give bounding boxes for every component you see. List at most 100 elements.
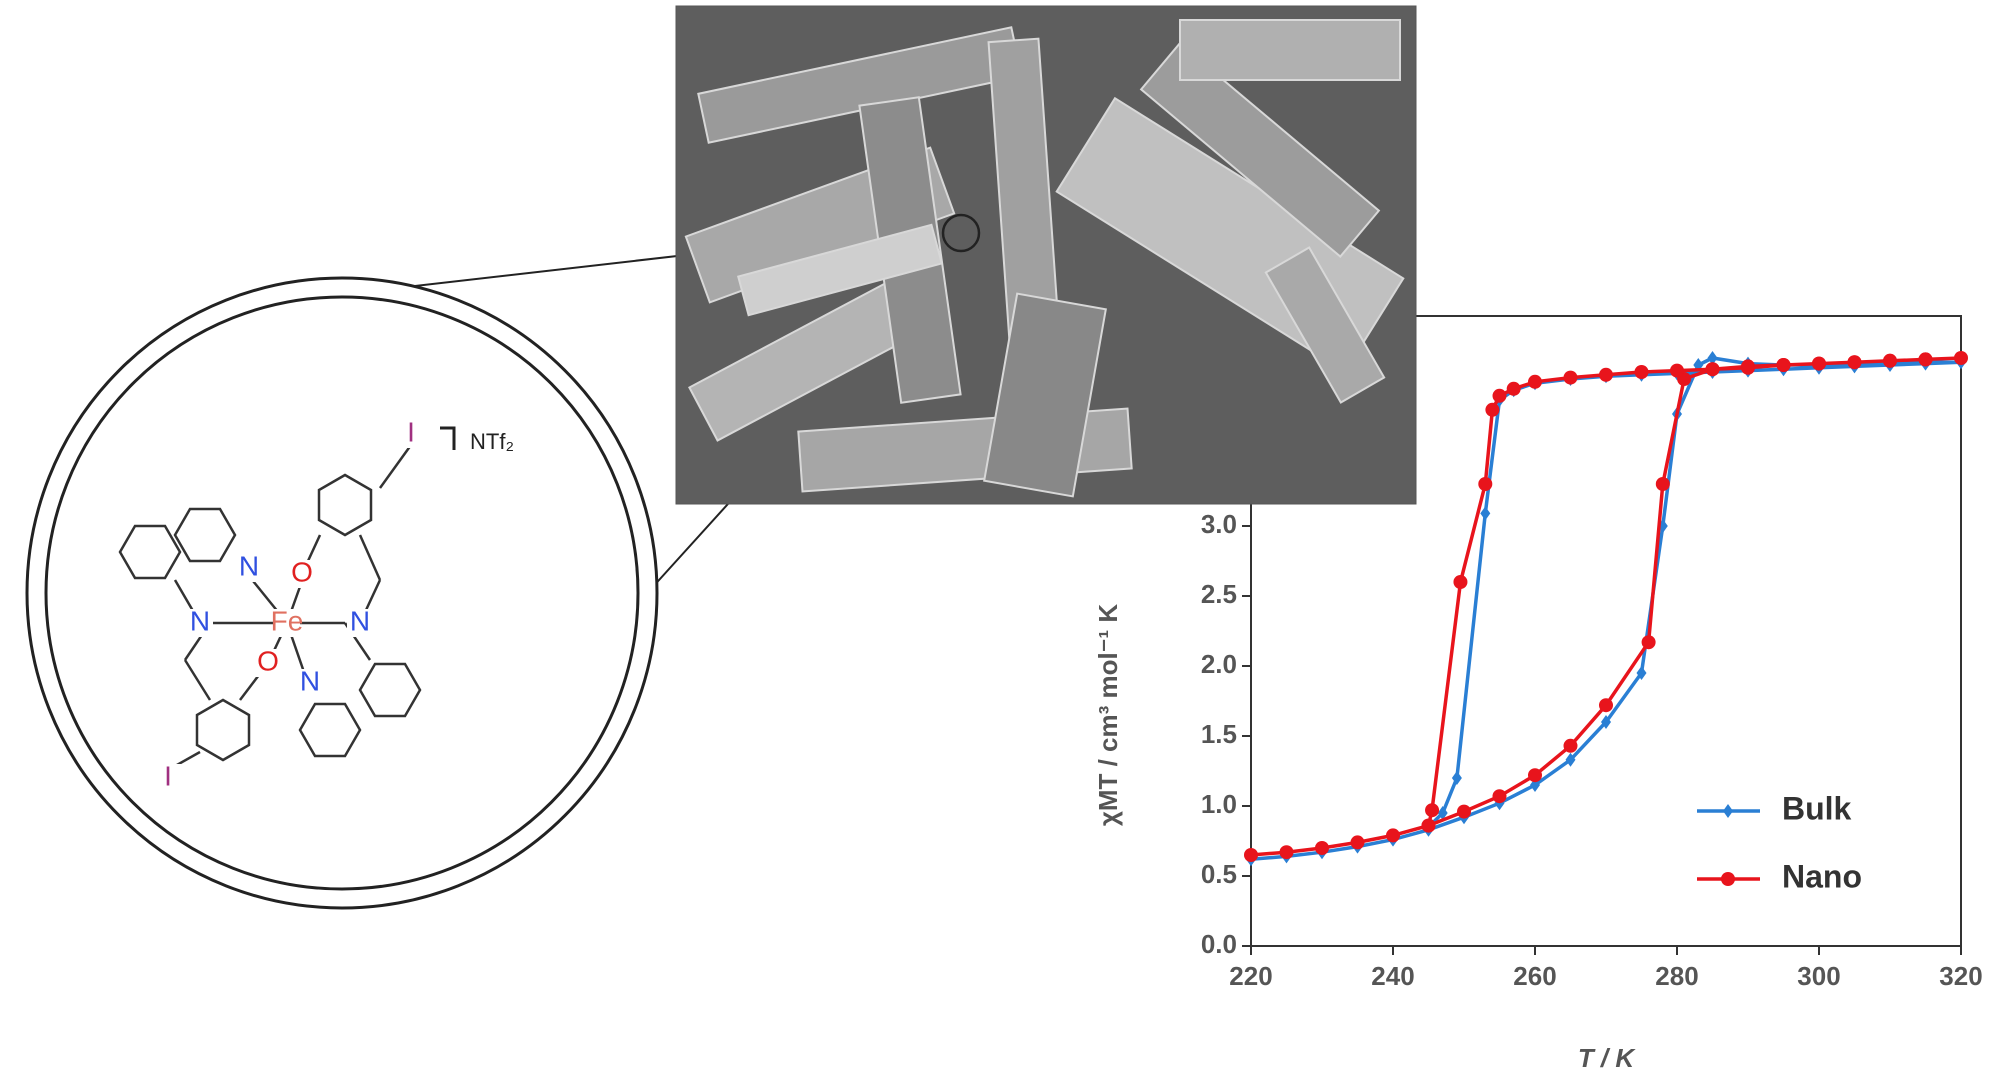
atom-label: O [257, 645, 279, 676]
bond [183, 659, 212, 701]
data-point [1350, 835, 1365, 850]
data-point [1636, 666, 1647, 680]
x-tick-label: 260 [1513, 961, 1556, 991]
atom-label: Fe [271, 605, 304, 636]
data-point [1601, 715, 1611, 729]
data-point [1847, 355, 1862, 370]
data-point [1492, 388, 1507, 403]
data-point [1670, 363, 1684, 378]
ring [195, 698, 251, 762]
data-point [1451, 771, 1462, 785]
y-tick-label: 0.0 [1201, 929, 1237, 959]
data-point [1599, 367, 1613, 382]
atom-bg [274, 609, 300, 637]
crystal-plate [737, 223, 943, 317]
data-point [1565, 752, 1576, 767]
data-point [1421, 818, 1436, 833]
data-point [1599, 698, 1613, 713]
data-point [1954, 351, 1968, 365]
ring [118, 524, 182, 580]
crystal-plate [983, 292, 1107, 498]
data-point [1563, 738, 1578, 753]
atom-label: N [350, 605, 370, 636]
y-tick-label: 2.0 [1201, 649, 1237, 679]
atom-bg [236, 554, 262, 582]
data-point [1425, 803, 1440, 818]
y-axis-label: χMT / cm³ mol⁻¹ K [1093, 604, 1123, 826]
x-tick-label: 220 [1229, 961, 1272, 991]
data-point [1528, 374, 1542, 389]
atom-bg [297, 669, 323, 697]
bracket [440, 426, 456, 450]
ring [358, 662, 422, 718]
atom-label: NTf₂ [470, 429, 514, 454]
atom-label: I [164, 760, 172, 791]
atom-label: N [300, 665, 320, 696]
ring [298, 702, 362, 758]
data-point [1457, 804, 1471, 819]
x-tick-label: 240 [1371, 961, 1414, 991]
sem-image [675, 0, 1417, 505]
data-point [1386, 828, 1400, 843]
atom-bg [347, 609, 373, 637]
data-point [1480, 506, 1491, 521]
data-point [1506, 381, 1521, 396]
legend-label: Bulk [1782, 790, 1852, 826]
zoom-circle-inner [44, 295, 640, 891]
y-tick-label: 1.0 [1201, 789, 1237, 819]
ring [173, 507, 237, 563]
bond [378, 444, 413, 489]
sem-border [675, 5, 1417, 505]
data-point [1478, 477, 1493, 491]
data-point [1485, 402, 1500, 417]
data-point [1563, 370, 1578, 385]
atom-label: N [190, 605, 210, 636]
data-point [1492, 789, 1507, 804]
data-point [1812, 356, 1826, 371]
data-point [1315, 841, 1329, 855]
atom-bg [457, 429, 483, 457]
data-point [1705, 362, 1720, 377]
legend-label: Nano [1782, 858, 1862, 894]
data-point [1918, 352, 1933, 367]
x-tick-label: 300 [1797, 961, 1840, 991]
atom-label: I [407, 416, 415, 447]
crystal-plate [1264, 246, 1386, 404]
y-tick-label: 3.0 [1201, 509, 1237, 539]
ring [317, 473, 373, 537]
y-tick-label: 0.5 [1201, 859, 1237, 889]
atom-bg [255, 649, 281, 677]
data-point [1707, 351, 1718, 365]
bond [358, 534, 382, 581]
x-tick-label: 320 [1939, 961, 1982, 991]
crystal-plate [1139, 42, 1381, 258]
x-tick-label: 280 [1655, 961, 1698, 991]
data-point [1776, 358, 1791, 372]
legend-marker [1721, 872, 1735, 886]
sem-clip-top [676, 0, 1416, 6]
y-tick-label: 1.5 [1201, 719, 1237, 749]
data-point [1528, 768, 1542, 783]
x-axis-label: T / K [1578, 1043, 1637, 1073]
data-point [1655, 477, 1670, 491]
atom-bg [187, 609, 213, 637]
atom-label: N [239, 550, 259, 581]
atom-bg [398, 420, 424, 448]
data-point [1741, 360, 1755, 375]
data-point [1279, 845, 1294, 860]
data-point [1634, 365, 1649, 379]
data-point [1883, 353, 1897, 368]
zoom-spot [941, 213, 981, 253]
y-tick-label: 2.5 [1201, 579, 1237, 609]
crystal-plate [1179, 19, 1401, 81]
legend-marker [1723, 804, 1733, 818]
atom-bg [289, 560, 315, 588]
data-point [1244, 848, 1258, 862]
data-point [1453, 575, 1468, 589]
data-point [1641, 635, 1656, 650]
atom-bg [155, 764, 181, 792]
atom-label: O [291, 556, 313, 587]
